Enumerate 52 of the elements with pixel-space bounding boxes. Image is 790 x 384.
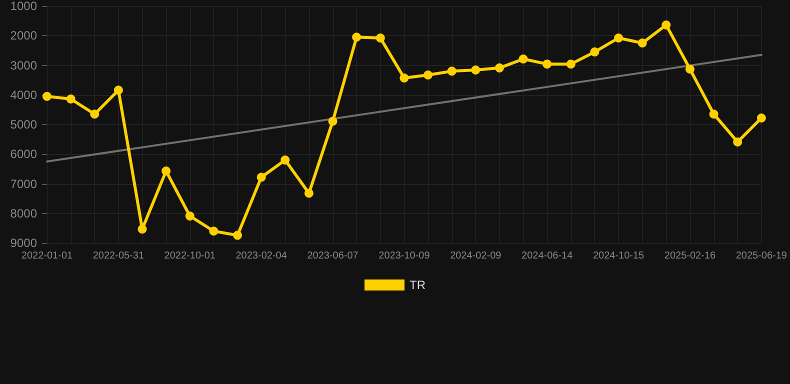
point xyxy=(304,188,314,198)
point xyxy=(424,70,433,80)
point xyxy=(90,110,100,119)
legend-label: TR xyxy=(410,278,426,292)
point xyxy=(447,66,456,76)
point xyxy=(709,110,718,119)
x-tick-label: 2024-02-09 xyxy=(450,250,502,262)
point xyxy=(638,38,647,48)
y-tick-label: 6000 xyxy=(10,147,38,162)
point xyxy=(352,32,362,42)
x-tick-label: 2023-10-09 xyxy=(378,250,430,262)
point xyxy=(518,54,528,64)
y-tick-label: 4000 xyxy=(10,88,38,102)
point xyxy=(114,86,123,95)
x-tick-label: 2023-06-07 xyxy=(307,250,359,262)
point xyxy=(494,63,504,72)
point xyxy=(662,20,671,30)
point xyxy=(471,65,480,74)
y-tick-label: 7000 xyxy=(10,176,38,191)
x-tick-label: 2022-01-01 xyxy=(21,250,74,262)
point xyxy=(66,94,76,104)
point xyxy=(614,33,624,42)
y-tick-label: 2000 xyxy=(10,28,38,43)
point xyxy=(376,33,385,42)
y-tick-label: 9000 xyxy=(10,236,38,250)
y-tick-label: 3000 xyxy=(10,58,38,72)
x-tick-label: 2025-06-19 xyxy=(736,250,788,262)
x-tick-label: 2022-05-31 xyxy=(92,250,144,262)
point xyxy=(542,60,552,69)
point xyxy=(400,73,409,82)
y-tick-label: 1000 xyxy=(10,0,38,13)
point xyxy=(328,116,338,126)
x-tick-label: 2025-02-16 xyxy=(664,250,716,262)
point xyxy=(256,172,266,182)
point xyxy=(685,64,694,74)
point xyxy=(162,166,171,176)
point xyxy=(42,92,52,101)
point xyxy=(209,226,218,236)
point xyxy=(185,212,194,221)
x-tick-label: 2022-10-01 xyxy=(164,250,216,262)
y-tick-label: 5000 xyxy=(10,118,38,132)
point xyxy=(233,230,242,240)
point xyxy=(566,60,576,69)
point xyxy=(280,156,290,165)
point xyxy=(138,224,147,234)
point xyxy=(733,137,742,146)
x-tick-label: 2023-02-04 xyxy=(236,250,288,262)
point xyxy=(756,113,766,122)
x-tick-label: 2024-06-14 xyxy=(522,250,574,262)
point xyxy=(590,47,600,56)
x-tick-label: 2024-10-15 xyxy=(592,250,645,262)
y-tick-label: 8000 xyxy=(10,206,38,220)
